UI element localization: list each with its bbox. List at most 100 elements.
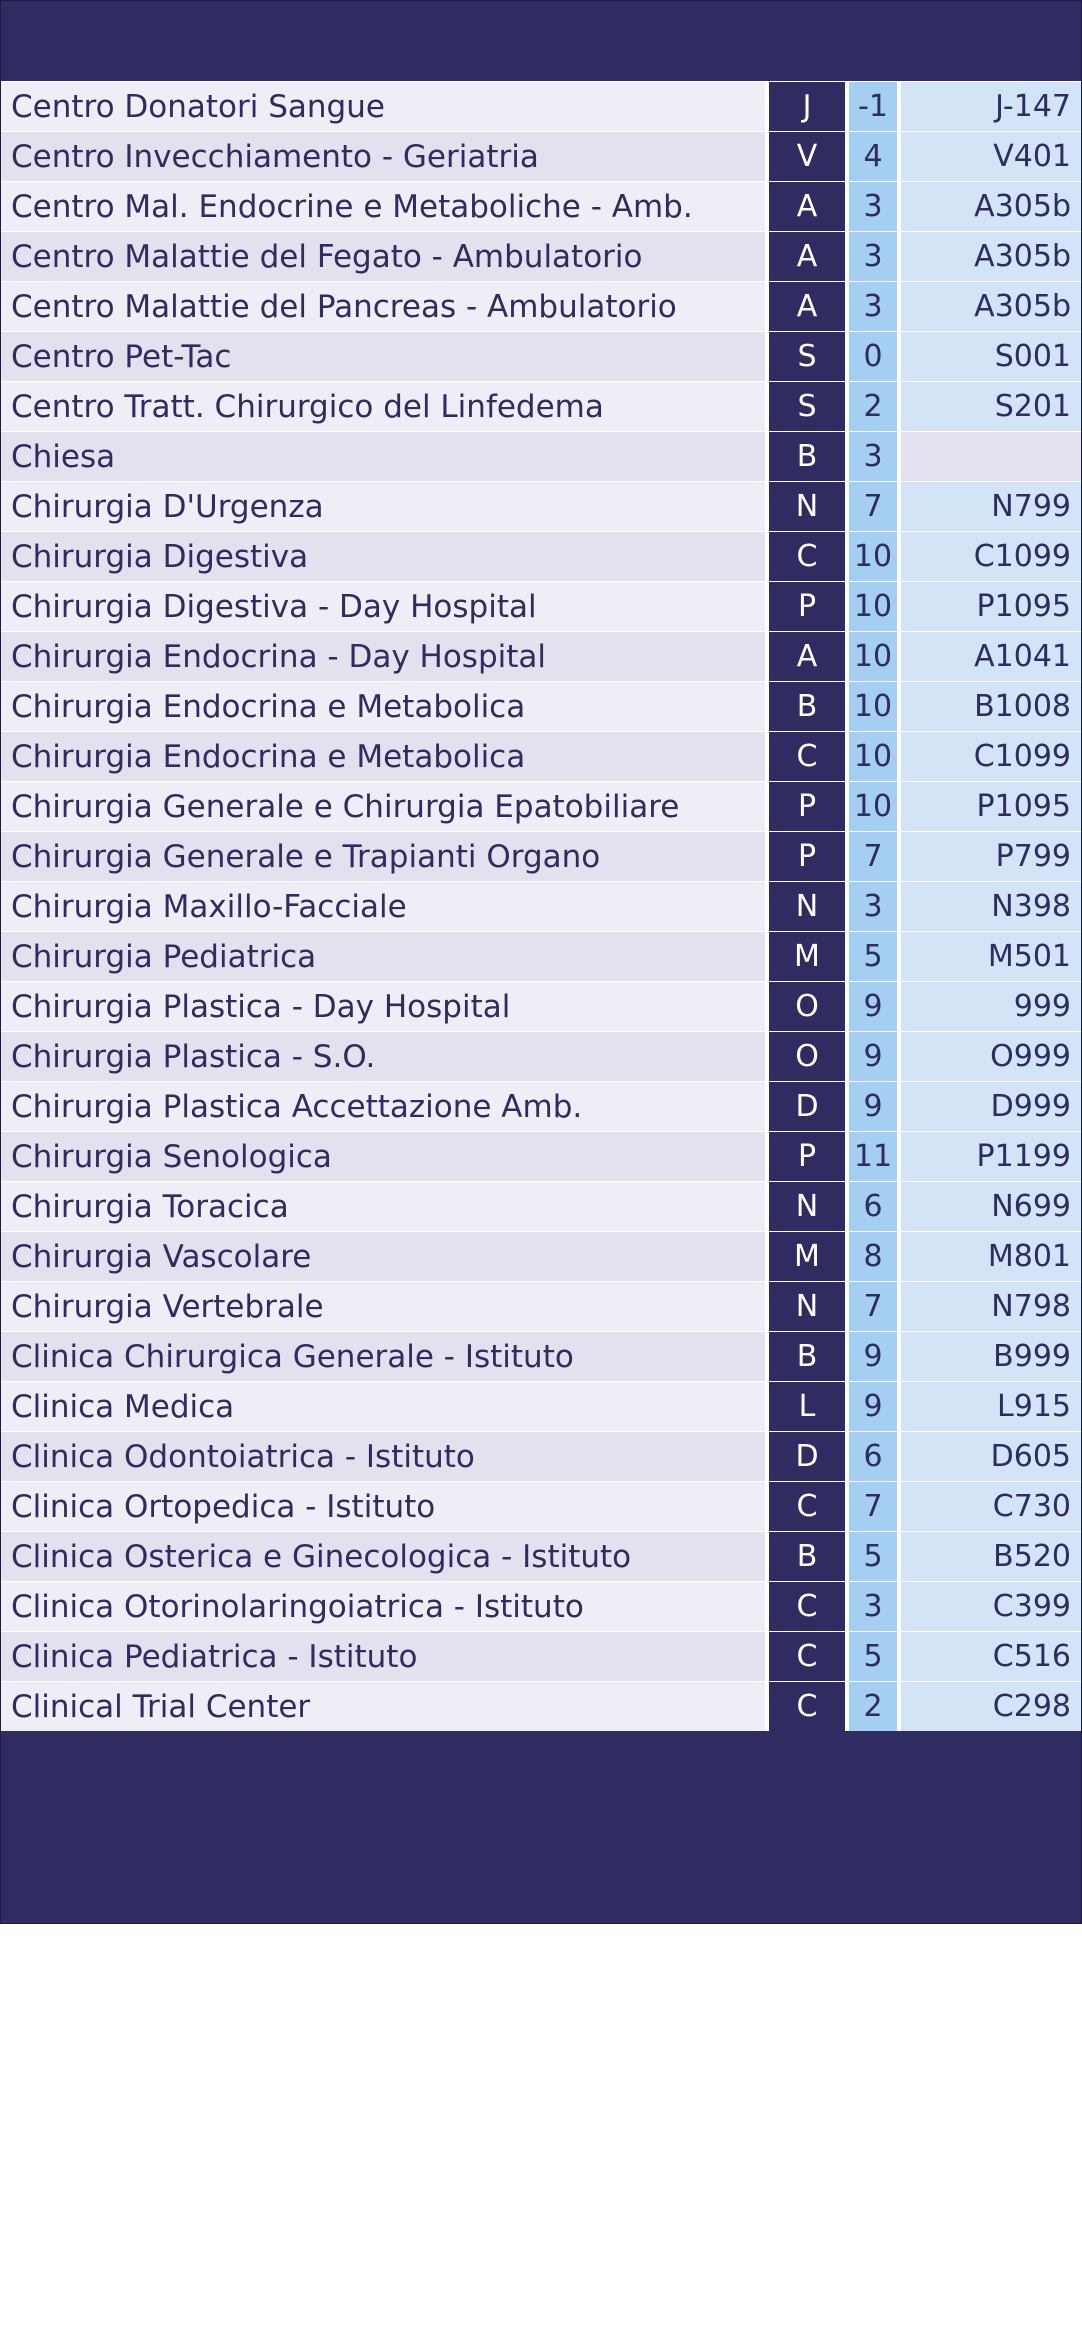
room-code: C1099 <box>901 532 1081 581</box>
building-block-badge: M <box>769 932 845 981</box>
table-row: Chirurgia D'Urgenza N 7 N799 <box>1 481 1081 531</box>
table-row: Clinica Osterica e Ginecologica - Istitu… <box>1 1531 1081 1581</box>
table-row: Chirurgia Plastica - Day Hospital O 9 999 <box>1 981 1081 1031</box>
department-name: Chirurgia Pediatrica <box>1 932 765 981</box>
building-block-badge: O <box>769 1032 845 1081</box>
table-row: Clinical Trial Center C 2 C298 <box>1 1681 1081 1731</box>
floor-number: 9 <box>849 1032 897 1081</box>
room-code: C516 <box>901 1632 1081 1681</box>
department-name: Centro Mal. Endocrine e Metaboliche - Am… <box>1 182 765 231</box>
building-block-badge: C <box>769 732 845 781</box>
building-block-badge: J <box>769 82 845 131</box>
department-name: Clinica Pediatrica - Istituto <box>1 1632 765 1681</box>
table-row: Chirurgia Digestiva - Day Hospital P 10 P10… <box>1 581 1081 631</box>
floor-number: 9 <box>849 1382 897 1431</box>
department-name: Chirurgia Digestiva - Day Hospital <box>1 582 765 631</box>
building-block-badge: M <box>769 1232 845 1281</box>
directory-panel: Centro Donatori Sangue J -1 J-147 Centro Inv… <box>0 0 1082 1924</box>
building-block-badge: O <box>769 982 845 1031</box>
table-row: Chirurgia Endocrina e Metabolica B 10 B1008 <box>1 681 1081 731</box>
floor-number: 3 <box>849 232 897 281</box>
floor-number: 9 <box>849 1332 897 1381</box>
building-block-badge: V <box>769 132 845 181</box>
department-name: Clinica Medica <box>1 1382 765 1431</box>
table-row: Chirurgia Endocrina e Metabolica C 10 C1099 <box>1 731 1081 781</box>
building-block-badge: L <box>769 1382 845 1431</box>
table-row: Chirurgia Maxillo-Facciale N 3 N398 <box>1 881 1081 931</box>
table-row: Clinica Ortopedica - Istituto C 7 C730 <box>1 1481 1081 1531</box>
building-block-badge: C <box>769 1682 845 1731</box>
department-name: Chirurgia Plastica - S.O. <box>1 1032 765 1081</box>
room-code: O999 <box>901 1032 1081 1081</box>
table-row: Centro Mal. Endocrine e Metaboliche - Am… <box>1 181 1081 231</box>
table-row: Chirurgia Endocrina - Day Hospital A 10 A10… <box>1 631 1081 681</box>
table-row: Clinica Odontoiatrica - Istituto D 6 D605 <box>1 1431 1081 1481</box>
room-code: M801 <box>901 1232 1081 1281</box>
department-name: Centro Malattie del Fegato - Ambulatorio <box>1 232 765 281</box>
room-code: B520 <box>901 1532 1081 1581</box>
building-block-badge: C <box>769 532 845 581</box>
department-name: Chirurgia Toracica <box>1 1182 765 1231</box>
room-code: N799 <box>901 482 1081 531</box>
floor-number: 3 <box>849 1582 897 1631</box>
floor-number: 2 <box>849 1682 897 1731</box>
floor-number: 10 <box>849 682 897 731</box>
floor-number: 5 <box>849 1632 897 1681</box>
room-code: S001 <box>901 332 1081 381</box>
floor-number: 7 <box>849 1482 897 1531</box>
building-block-badge: B <box>769 432 845 481</box>
department-name: Clinica Odontoiatrica - Istituto <box>1 1432 765 1481</box>
room-code: 999 <box>901 982 1081 1031</box>
room-code: B1008 <box>901 682 1081 731</box>
department-name: Chirurgia Endocrina - Day Hospital <box>1 632 765 681</box>
table-row: Centro Invecchiamento - Geriatria V 4 V401 <box>1 131 1081 181</box>
building-block-badge: N <box>769 882 845 931</box>
table-row: Clinica Chirurgica Generale - Istituto B 9… <box>1 1331 1081 1381</box>
table-row: Chirurgia Vertebrale N 7 N798 <box>1 1281 1081 1331</box>
room-code: S201 <box>901 382 1081 431</box>
building-block-badge: P <box>769 1132 845 1181</box>
table-row: Centro Tratt. Chirurgico del Linfedema S 2… <box>1 381 1081 431</box>
floor-number: 2 <box>849 382 897 431</box>
floor-number: 3 <box>849 432 897 481</box>
room-code: A305b <box>901 232 1081 281</box>
table-row: Chirurgia Toracica N 6 N699 <box>1 1181 1081 1231</box>
room-code: J-147 <box>901 82 1081 131</box>
room-code: N398 <box>901 882 1081 931</box>
department-name: Chirurgia Generale e Chirurgia Epatobili… <box>1 782 765 831</box>
building-block-badge: P <box>769 582 845 631</box>
table-row: Chirurgia Plastica - S.O. O 9 O999 <box>1 1031 1081 1081</box>
department-name: Clinica Ortopedica - Istituto <box>1 1482 765 1531</box>
department-name: Centro Tratt. Chirurgico del Linfedema <box>1 382 765 431</box>
floor-number: -1 <box>849 82 897 131</box>
building-block-badge: P <box>769 782 845 831</box>
floor-number: 7 <box>849 482 897 531</box>
department-name: Chirurgia Vertebrale <box>1 1282 765 1331</box>
room-code: C730 <box>901 1482 1081 1531</box>
department-name: Centro Pet-Tac <box>1 332 765 381</box>
floor-number: 9 <box>849 1082 897 1131</box>
department-name: Centro Malattie del Pancreas - Ambulator… <box>1 282 765 331</box>
table-row: Clinica Pediatrica - Istituto C 5 C516 <box>1 1631 1081 1681</box>
department-name: Chirurgia Plastica Accettazione Amb. <box>1 1082 765 1131</box>
room-code: M501 <box>901 932 1081 981</box>
footer-bar <box>1 1731 1081 1921</box>
building-block-badge: A <box>769 282 845 331</box>
department-table: Centro Donatori Sangue J -1 J-147 Centro Inv… <box>1 81 1081 1731</box>
table-row: Clinica Otorinolaringoiatrica - Istituto… <box>1 1581 1081 1631</box>
department-name: Chirurgia Endocrina e Metabolica <box>1 732 765 781</box>
department-name: Chiesa <box>1 432 765 481</box>
building-block-badge: B <box>769 1332 845 1381</box>
room-code: P1095 <box>901 582 1081 631</box>
building-block-badge: D <box>769 1432 845 1481</box>
floor-number: 3 <box>849 282 897 331</box>
floor-number: 10 <box>849 782 897 831</box>
room-code: C399 <box>901 1582 1081 1631</box>
department-name: Clinica Otorinolaringoiatrica - Istituto <box>1 1582 765 1631</box>
department-name: Chirurgia Endocrina e Metabolica <box>1 682 765 731</box>
floor-number: 10 <box>849 732 897 781</box>
floor-number: 5 <box>849 932 897 981</box>
building-block-badge: D <box>769 1082 845 1131</box>
floor-number: 11 <box>849 1132 897 1181</box>
department-name: Chirurgia Generale e Trapianti Organo <box>1 832 765 881</box>
